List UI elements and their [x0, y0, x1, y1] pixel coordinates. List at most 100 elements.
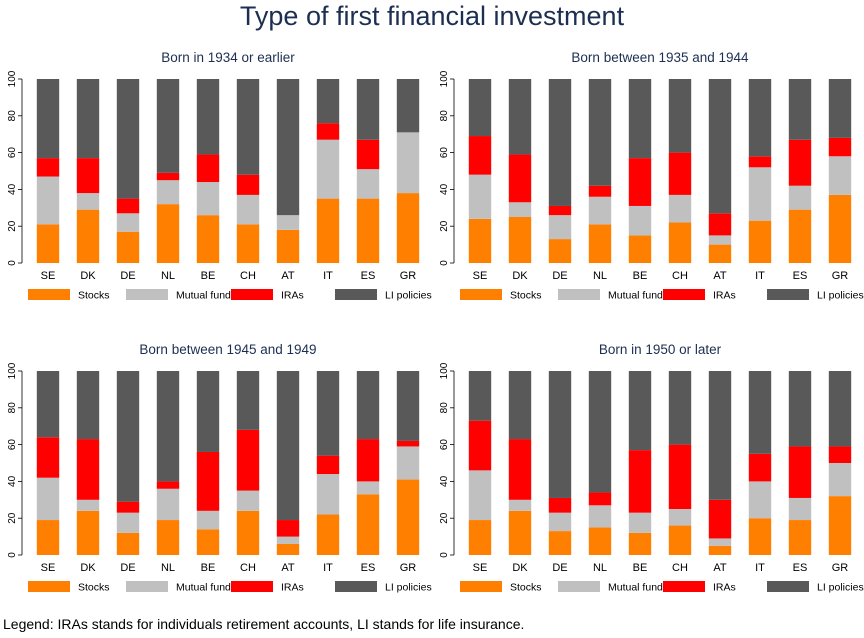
- y-tick-label: 60: [439, 147, 450, 159]
- bar-iras-dk: [76, 158, 100, 194]
- bar-mutual-funds-ch: [236, 490, 260, 511]
- x-tick-label: DK: [512, 270, 528, 282]
- bar-li-policies-es: [356, 79, 380, 140]
- bar-mutual-funds-de: [548, 215, 572, 240]
- bar-li-policies-dk: [508, 79, 532, 155]
- bar-stocks-be: [628, 532, 652, 555]
- bar-stocks-se: [468, 520, 492, 555]
- legend-label-mutual-funds: Mutual funds: [176, 290, 236, 302]
- bar-iras-ch: [236, 174, 260, 195]
- legend-swatch-li-policies: [767, 289, 809, 300]
- bar-mutual-funds-gr: [828, 463, 852, 497]
- bar-stocks-dk: [508, 217, 532, 263]
- bar-mutual-funds-be: [196, 182, 220, 216]
- bar-mutual-funds-nl: [156, 488, 180, 521]
- x-tick-label: BE: [633, 562, 648, 574]
- x-tick-label: IT: [323, 270, 333, 282]
- y-tick-label: 0: [7, 260, 18, 266]
- x-tick-label: GR: [400, 562, 417, 574]
- bar-iras-se: [468, 420, 492, 471]
- bar-stocks-it: [316, 514, 340, 555]
- x-tick-label: CH: [672, 562, 688, 574]
- bar-mutual-funds-it: [748, 481, 772, 519]
- bar-mutual-funds-se: [468, 470, 492, 521]
- bar-iras-it: [316, 123, 340, 140]
- bar-li-policies-ch: [236, 371, 260, 430]
- bar-mutual-funds-dk: [508, 202, 532, 217]
- bar-mutual-funds-at: [708, 538, 732, 546]
- bar-stocks-ch: [668, 525, 692, 555]
- bar-mutual-funds-gr: [396, 446, 420, 480]
- bar-iras-de: [548, 205, 572, 216]
- x-tick-label: DE: [120, 562, 135, 574]
- legend-swatch-li-policies: [767, 581, 809, 592]
- bar-li-policies-de: [116, 371, 140, 502]
- legend-label-iras: IRAs: [281, 582, 304, 594]
- legend-swatch-mutual-funds: [558, 581, 600, 592]
- x-tick-label: AT: [713, 270, 727, 282]
- bar-mutual-funds-dk: [508, 499, 532, 511]
- legend-swatch-stocks: [28, 581, 70, 592]
- bar-stocks-nl: [156, 204, 180, 263]
- x-tick-label: AT: [281, 270, 295, 282]
- bar-mutual-funds-gr: [828, 156, 852, 195]
- bar-iras-dk: [76, 439, 100, 500]
- x-tick-label: DE: [552, 270, 567, 282]
- bar-iras-de: [116, 501, 140, 513]
- bar-iras-it: [748, 453, 772, 482]
- x-tick-label: CH: [240, 562, 256, 574]
- bar-mutual-funds-ch: [668, 194, 692, 223]
- legend-label-li-policies: LI policies: [817, 290, 864, 302]
- bar-mutual-funds-be: [196, 510, 220, 530]
- bar-mutual-funds-at: [276, 215, 300, 230]
- x-tick-label: AT: [281, 562, 295, 574]
- bar-iras-es: [788, 446, 812, 498]
- bar-iras-at: [276, 520, 300, 537]
- bar-iras-se: [36, 158, 60, 177]
- bar-li-policies-es: [788, 79, 812, 140]
- bar-stocks-se: [36, 520, 60, 555]
- x-tick-label: ES: [793, 562, 808, 574]
- legend-swatch-stocks: [460, 289, 502, 300]
- x-tick-label: SE: [41, 270, 56, 282]
- bar-li-policies-ch: [668, 371, 692, 445]
- chart-panel-born-1934-or-earlier: Born in 1934 or earlier 0 20 40 60 80 100 SE DK D…: [7, 50, 432, 302]
- bar-mutual-funds-nl: [588, 505, 612, 528]
- bar-mutual-funds-de: [548, 512, 572, 532]
- bar-stocks-at: [276, 543, 300, 555]
- bar-li-policies-dk: [508, 371, 532, 440]
- bar-iras-de: [116, 198, 140, 214]
- bar-stocks-at: [708, 545, 732, 555]
- bar-li-policies-be: [628, 79, 652, 159]
- bar-li-policies-at: [708, 79, 732, 214]
- y-tick-label: 100: [7, 70, 18, 87]
- bar-stocks-es: [356, 494, 380, 555]
- panel-title: Born between 1945 and 1949: [139, 342, 316, 357]
- x-tick-label: IT: [755, 562, 765, 574]
- bar-li-policies-be: [196, 371, 220, 452]
- x-tick-label: CH: [240, 270, 256, 282]
- x-tick-label: AT: [713, 562, 727, 574]
- y-tick-label: 40: [7, 475, 18, 487]
- legend-label-stocks: Stocks: [510, 290, 542, 302]
- legend-swatch-mutual-funds: [126, 581, 168, 592]
- legend-label-stocks: Stocks: [510, 582, 542, 594]
- y-tick-label: 80: [7, 110, 18, 122]
- legend-label-li-policies: LI policies: [385, 582, 432, 594]
- x-tick-label: NL: [161, 270, 175, 282]
- bar-stocks-de: [116, 532, 140, 555]
- bar-mutual-funds-se: [36, 477, 60, 521]
- bar-li-policies-ch: [236, 79, 260, 175]
- legend-label-stocks: Stocks: [78, 290, 110, 302]
- bar-li-policies-de: [548, 371, 572, 498]
- bar-li-policies-es: [356, 371, 380, 440]
- bar-stocks-it: [316, 198, 340, 263]
- legend-swatch-li-policies: [335, 289, 377, 300]
- bar-li-policies-es: [788, 371, 812, 447]
- bar-iras-gr: [828, 137, 852, 157]
- bar-mutual-funds-es: [356, 481, 380, 495]
- bar-mutual-funds-es: [788, 185, 812, 210]
- x-tick-label: GR: [832, 562, 849, 574]
- panel-title: Born in 1950 or later: [599, 342, 722, 357]
- bar-stocks-at: [276, 229, 300, 263]
